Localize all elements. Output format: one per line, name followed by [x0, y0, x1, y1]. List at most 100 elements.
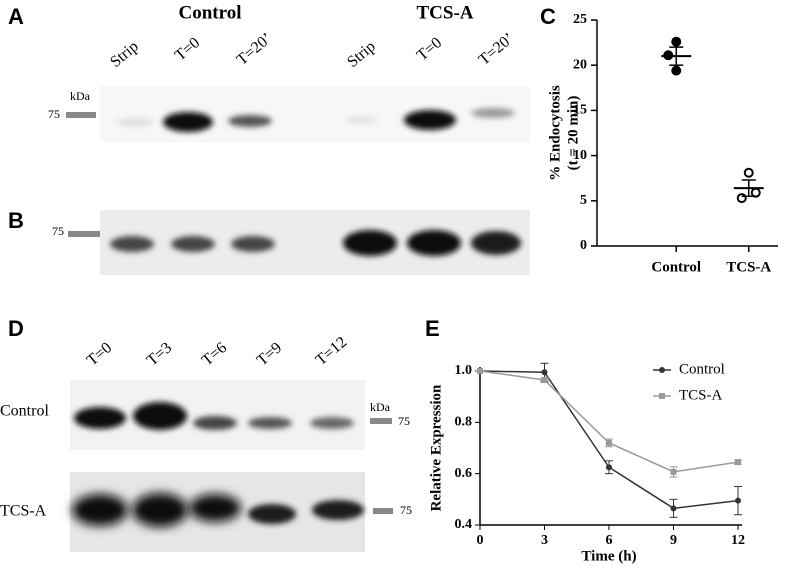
lane-labels: Strip T=0 T=20’ Strip T=0 T=20’ [107, 30, 517, 71]
y-axis-label: Relative Expression [428, 384, 444, 511]
panel-letter: E [425, 316, 440, 341]
lane-label: T=9 [254, 339, 285, 369]
x-tick-label: 0 [477, 533, 484, 548]
group-label: TCS-A [416, 2, 473, 23]
band [171, 236, 215, 252]
lane-label: T=20’ [476, 30, 518, 69]
panel-letter: A [8, 4, 24, 29]
band [72, 494, 128, 526]
blot-d-control [70, 380, 365, 450]
band [163, 112, 213, 132]
band [312, 500, 364, 520]
band [248, 504, 296, 524]
lane-labels: T=0 T=3 T=6 T=9 T=12 [84, 334, 351, 370]
y-tick-label: 0 [580, 238, 587, 253]
band [228, 115, 272, 127]
panel-letter: B [8, 208, 24, 233]
band [74, 407, 126, 429]
blot-a [100, 86, 530, 142]
y-tick-label: 5 [580, 193, 587, 208]
data-point [541, 369, 548, 376]
marker-label: 75 [48, 107, 60, 121]
blot-membrane [100, 210, 530, 275]
y-axis-label: (t = 20 min) [565, 96, 581, 171]
data-point [671, 36, 682, 47]
marker-bar [68, 231, 100, 237]
blot-membrane [100, 86, 530, 142]
band [189, 494, 241, 522]
band [248, 417, 292, 429]
x-tick-label: 3 [541, 533, 548, 548]
y-tick-label: 0.6 [455, 466, 473, 481]
band [231, 236, 275, 252]
lane-label: T=0 [414, 34, 445, 64]
band [407, 230, 461, 256]
lane-label: T=3 [144, 339, 175, 369]
band [310, 417, 354, 429]
marker-unit: kDa [70, 89, 91, 103]
data-point [736, 193, 747, 204]
band [343, 230, 397, 256]
band [110, 236, 154, 252]
band [117, 118, 153, 126]
data-point [750, 187, 761, 198]
marker-unit: kDa [370, 400, 391, 414]
y-tick-label: 1.0 [455, 363, 473, 378]
marker-label: 75 [52, 224, 64, 238]
lane-label: T=0 [84, 339, 115, 369]
data-point [606, 464, 612, 471]
data-point [477, 368, 483, 374]
group-label: Control [179, 2, 242, 23]
panel-letter: C [540, 4, 556, 29]
band [193, 416, 237, 430]
y-axis-label: % Endocytosis [547, 85, 563, 181]
y-tick-label: 10 [573, 148, 587, 163]
x-tick-label: 12 [731, 533, 745, 548]
band [133, 402, 187, 430]
data-point [670, 468, 677, 475]
data-point [735, 459, 741, 466]
y-tick-label: 20 [573, 57, 587, 72]
blot-d-tcsa [70, 472, 365, 552]
legend-label: Control [679, 361, 725, 377]
lane-label: T=0 [172, 34, 203, 64]
band [404, 110, 456, 130]
panel-letter: D [8, 316, 24, 341]
band [346, 116, 378, 124]
lane-label: T=12 [313, 334, 351, 369]
marker-bar [370, 418, 392, 424]
lane-label: T=20’ [234, 30, 276, 69]
row-label: TCS-A [0, 503, 47, 520]
series-line [479, 370, 739, 473]
lane-label: Strip [344, 38, 379, 71]
data-point [671, 65, 682, 76]
x-tick-label: 6 [606, 533, 613, 548]
data-point [606, 439, 612, 446]
band [471, 108, 515, 118]
data-point [541, 376, 548, 383]
blot-b [100, 210, 530, 275]
marker-bar [66, 112, 96, 118]
x-tick-label: TCS-A [726, 259, 771, 275]
x-axis-label: Time (h) [581, 548, 636, 564]
marker-label: 75 [400, 503, 412, 517]
band [132, 493, 188, 527]
band [471, 231, 521, 255]
data-point [735, 497, 741, 504]
legend-marker [659, 393, 665, 399]
x-tick-label: 9 [670, 533, 677, 548]
y-tick-label: 25 [573, 12, 587, 27]
y-tick-label: 0.8 [455, 415, 473, 430]
marker-bar [373, 508, 393, 514]
data-point [743, 167, 754, 178]
lane-label: T=6 [199, 339, 230, 369]
legend-label: TCS-A [679, 387, 723, 403]
legend-marker [659, 367, 665, 373]
marker-label: 75 [398, 414, 410, 428]
x-tick-label: Control [651, 259, 701, 275]
data-point [670, 505, 677, 512]
lane-label: Strip [107, 38, 142, 71]
row-label: Control [0, 403, 49, 420]
y-tick-label: 15 [573, 103, 587, 118]
